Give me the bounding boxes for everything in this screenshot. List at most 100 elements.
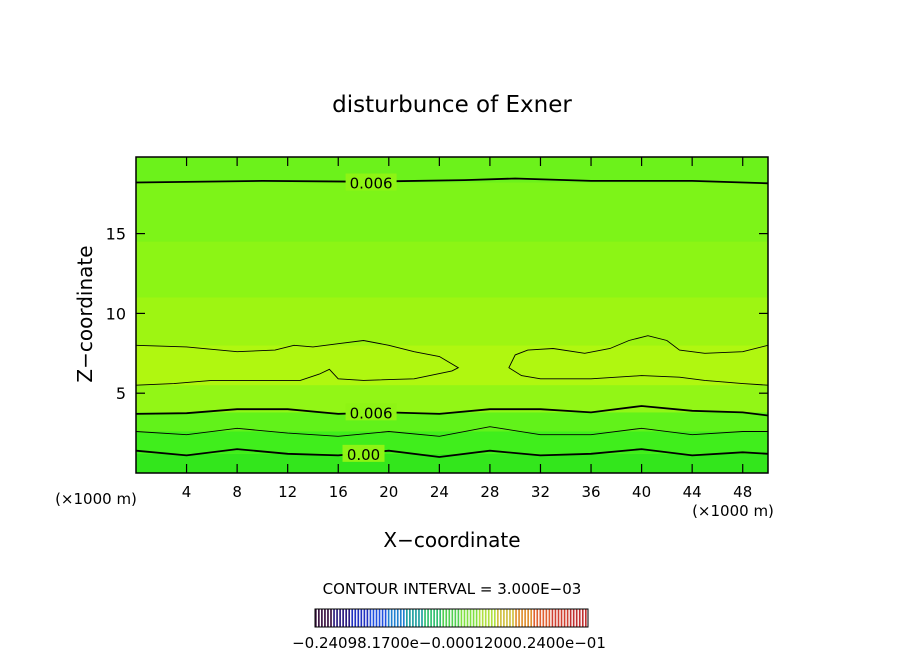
colorbar-cell bbox=[360, 609, 363, 627]
colorbar-cell bbox=[412, 609, 414, 627]
colorbar-cell bbox=[524, 609, 526, 627]
colorbar-cell bbox=[497, 609, 499, 627]
colorbar-cell bbox=[454, 609, 457, 627]
colorbar-cell bbox=[327, 609, 329, 627]
x-tick-label: 32 bbox=[531, 483, 550, 501]
y-axis-label: Z−coordinate bbox=[73, 245, 97, 382]
colorbar-cell bbox=[518, 609, 520, 627]
colorbar-cell bbox=[324, 609, 326, 627]
colorbar-cell bbox=[363, 609, 366, 627]
colorbar-cell bbox=[545, 609, 548, 627]
colorbar-cell bbox=[330, 609, 332, 627]
x-tick-label: 20 bbox=[379, 483, 398, 501]
colorbar-cell bbox=[430, 609, 432, 627]
colorbar-cell bbox=[399, 609, 402, 627]
colorbar-cell bbox=[366, 609, 369, 627]
plot-frame bbox=[135, 156, 769, 474]
colorbar-cell bbox=[415, 609, 417, 627]
colorbar-cell bbox=[439, 609, 442, 627]
colorbar-cell bbox=[339, 609, 341, 627]
colorbar-cell bbox=[354, 609, 357, 627]
x-unit-left: (×1000 m) bbox=[55, 490, 137, 508]
x-unit-right: (×1000 m) bbox=[692, 502, 774, 520]
colorbar-cell bbox=[563, 609, 566, 627]
colorbar-cell bbox=[345, 609, 348, 627]
colorbar-cell bbox=[460, 609, 463, 627]
contour-lines bbox=[136, 177, 768, 458]
colorbar-cell bbox=[566, 609, 569, 627]
colorbar-cell bbox=[533, 609, 536, 627]
colorbar-cell bbox=[442, 609, 445, 627]
contour-label: 0.006 bbox=[350, 404, 393, 422]
colorbar-cell bbox=[521, 609, 523, 627]
colorbar-cell bbox=[527, 609, 530, 627]
colorbar-cell bbox=[515, 609, 517, 627]
colorbar-cell bbox=[409, 609, 411, 627]
colorbar-cell bbox=[427, 609, 429, 627]
colorbar-cell bbox=[490, 609, 493, 627]
colorbar-cell bbox=[584, 609, 587, 627]
contour-label: 0.00 bbox=[347, 446, 380, 464]
fill-band-4 bbox=[136, 345, 768, 386]
x-tick-label: 48 bbox=[733, 483, 752, 501]
contour-line-4 bbox=[136, 426, 768, 437]
colorbar-cell bbox=[387, 609, 390, 627]
colorbar-cell bbox=[557, 609, 560, 627]
contour-line-5 bbox=[136, 448, 768, 458]
colorbar-cell bbox=[321, 609, 323, 627]
colorbar-cell bbox=[575, 609, 578, 627]
contour-label-bg bbox=[345, 173, 397, 191]
colorbar-cell bbox=[560, 609, 563, 627]
colorbar-cell bbox=[351, 609, 354, 627]
colorbar-cell bbox=[384, 609, 387, 627]
colorbar-cell bbox=[451, 609, 454, 627]
x-tick-label: 36 bbox=[581, 483, 600, 501]
contour-label: 0.006 bbox=[350, 175, 393, 193]
colorbar-cell bbox=[469, 609, 472, 627]
fill-band-2 bbox=[136, 412, 768, 432]
colorbar-cell bbox=[372, 609, 375, 627]
colorbar-cell bbox=[503, 609, 505, 627]
colorbar-cell bbox=[542, 609, 545, 627]
contour-line-3 bbox=[136, 405, 768, 417]
colorbar-cell bbox=[500, 609, 502, 627]
colorbar-cell bbox=[315, 609, 317, 627]
fill-band-7 bbox=[136, 182, 768, 242]
colorbar-cell bbox=[512, 609, 514, 627]
y-axis-ticks: 5 10 15 bbox=[106, 225, 768, 403]
y-tick-label: 10 bbox=[106, 304, 126, 323]
colorbar-cell bbox=[393, 609, 396, 627]
x-tick-label: 8 bbox=[232, 483, 242, 501]
colorbar-cell bbox=[381, 609, 384, 627]
colorbar-cell bbox=[548, 609, 551, 627]
fill-band-0 bbox=[136, 453, 768, 473]
colorbar-cell bbox=[402, 609, 405, 627]
colorbar-cell bbox=[436, 609, 439, 627]
colorbar-cell bbox=[448, 609, 451, 627]
fill-band-5 bbox=[136, 297, 768, 346]
colorbar-cell bbox=[333, 609, 335, 627]
x-axis-ticks: 4 8 12 16 20 24 28 32 36 40 44 48 bbox=[182, 157, 752, 501]
colorbar-cell bbox=[406, 609, 408, 627]
colorbar-cell bbox=[572, 609, 575, 627]
contour-labels: 0.006 0.006 0.00 bbox=[342, 173, 397, 464]
colorbar-cell bbox=[396, 609, 399, 627]
colorbar-cell bbox=[390, 609, 393, 627]
colorbar-cell bbox=[433, 609, 435, 627]
colorbar-cell bbox=[369, 609, 372, 627]
colorbar-cell bbox=[472, 609, 475, 627]
x-tick-label: 40 bbox=[632, 483, 651, 501]
colorbar-cell bbox=[530, 609, 533, 627]
colorbar-cell bbox=[466, 609, 469, 627]
chart-title: disturbunce of Exner bbox=[332, 92, 572, 118]
contour-line-0 bbox=[136, 177, 768, 185]
contour-line-1 bbox=[136, 340, 460, 386]
colorbar-cell bbox=[418, 609, 420, 627]
colorbar-cell bbox=[509, 609, 511, 627]
colorbar-cell bbox=[357, 609, 360, 627]
colorbar-cell bbox=[342, 609, 344, 627]
x-axis-label: X−coordinate bbox=[383, 528, 520, 552]
colorbar-cell bbox=[378, 609, 381, 627]
colorbar-cell bbox=[551, 609, 554, 627]
y-tick-label: 15 bbox=[106, 225, 126, 244]
